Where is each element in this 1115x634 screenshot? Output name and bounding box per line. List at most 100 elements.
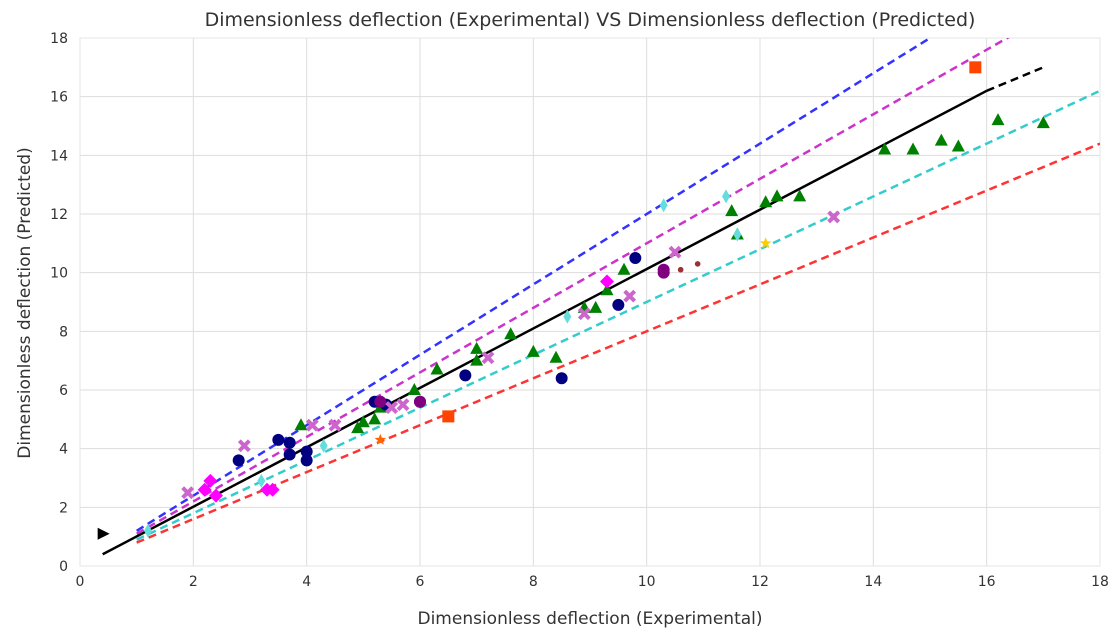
triangle-point (991, 113, 1005, 126)
chart-title: Dimensionless deflection (Experimental) … (205, 9, 976, 31)
triangle-point (725, 204, 739, 217)
x-point-stroke (577, 307, 591, 321)
circle-point (374, 395, 387, 408)
thin-diamond-point (257, 473, 266, 488)
circle-point (414, 395, 426, 408)
diamond-point (203, 473, 218, 488)
x-tick-label: 14 (864, 574, 882, 590)
y-tick-label: 12 (50, 207, 68, 223)
x-point (396, 398, 410, 412)
x-tick-label: 0 (76, 574, 85, 590)
triangle-point (951, 139, 965, 152)
triangle-point (878, 142, 892, 155)
x-tick-label: 16 (978, 574, 996, 590)
y-tick-label: 14 (50, 148, 68, 164)
circle-point (657, 263, 670, 276)
triangle-point (1036, 116, 1050, 129)
triangle-point (526, 344, 540, 357)
triangle-point (470, 341, 484, 354)
star-point (374, 433, 386, 445)
circle-point (283, 448, 296, 461)
x-point-stroke (237, 439, 251, 453)
data-points (97, 61, 1050, 540)
x-tick-label: 18 (1091, 574, 1109, 590)
triangle-point (589, 300, 603, 313)
triangle-point (407, 383, 421, 395)
x-point-stroke (827, 210, 841, 224)
x-tick-label: 6 (416, 574, 425, 590)
y-axis-label: Dimensionless deflection (Predicted) (15, 147, 35, 458)
triangle-point (793, 189, 807, 202)
circle-point (300, 454, 313, 467)
reference-line (136, 142, 1100, 544)
x-point-stroke (385, 401, 399, 415)
y-tick-label: 16 (50, 90, 68, 106)
square-point (969, 61, 982, 74)
star-point (760, 237, 772, 249)
x-point (237, 439, 251, 453)
y-tick-label: 6 (59, 383, 68, 399)
triangle-point (430, 362, 444, 375)
triangle-right-point (97, 527, 110, 540)
triangle-point (294, 418, 308, 431)
x-point-stroke (328, 418, 342, 432)
plot-frame (79, 37, 1101, 567)
circle-point (629, 252, 642, 264)
circle-point (300, 445, 313, 458)
x-point-stroke (396, 398, 410, 412)
y-tick-label: 4 (59, 442, 68, 458)
x-point (623, 289, 637, 303)
reference-line (102, 89, 988, 556)
triangle-point (470, 353, 484, 366)
x-tick-label: 8 (529, 574, 538, 590)
x-point-stroke (481, 351, 495, 365)
x-point (181, 486, 195, 500)
triangle-point (617, 262, 631, 275)
circle-point (272, 433, 285, 446)
reference-line (136, 89, 1100, 541)
thin-diamond-point (144, 523, 152, 538)
circle-point (283, 436, 296, 449)
grid (79, 37, 1101, 567)
triangle-point (368, 412, 382, 425)
diamond-point (600, 274, 614, 289)
triangle-point (356, 415, 370, 428)
x-axis-label: Dimensionless deflection (Experimental) (417, 609, 762, 629)
thin-diamond-point (563, 309, 572, 324)
square-point (442, 410, 455, 423)
thin-diamond-point (319, 438, 328, 453)
x-point (827, 210, 841, 224)
x-point-stroke (181, 486, 195, 500)
x-point (305, 418, 319, 432)
y-tick-label: 8 (59, 324, 68, 340)
circle-point (612, 298, 625, 311)
y-tick-label: 10 (50, 266, 68, 282)
triangle-point (759, 195, 773, 208)
circle-point (232, 454, 245, 467)
x-point-stroke (305, 418, 319, 432)
reference-line (136, 38, 1010, 535)
small-circle-point (694, 261, 701, 267)
x-point-stroke (668, 245, 682, 259)
circle-point (459, 369, 472, 382)
y-tick-label: 0 (59, 559, 68, 575)
x-tick-label: 4 (302, 574, 311, 590)
triangle-point (906, 142, 920, 155)
x-tick-label: 12 (751, 574, 769, 590)
thin-diamond-point (659, 198, 668, 213)
reference-lines (102, 38, 1100, 556)
reference-line (986, 66, 1044, 92)
tick-labels: 0 2 4 6 8 10 12 14 16 18 0 2 4 6 8 10 12 14 16 18 (50, 31, 1109, 590)
x-point (385, 401, 399, 415)
thin-diamond-point (733, 227, 742, 242)
thin-diamond-point (722, 189, 730, 204)
x-point (668, 245, 682, 259)
y-tick-label: 2 (59, 500, 68, 516)
x-point-stroke (623, 289, 637, 303)
x-point (577, 307, 591, 321)
circle-point (555, 372, 568, 385)
x-point (328, 418, 342, 432)
triangle-point (770, 189, 784, 202)
triangle-point (504, 327, 518, 340)
